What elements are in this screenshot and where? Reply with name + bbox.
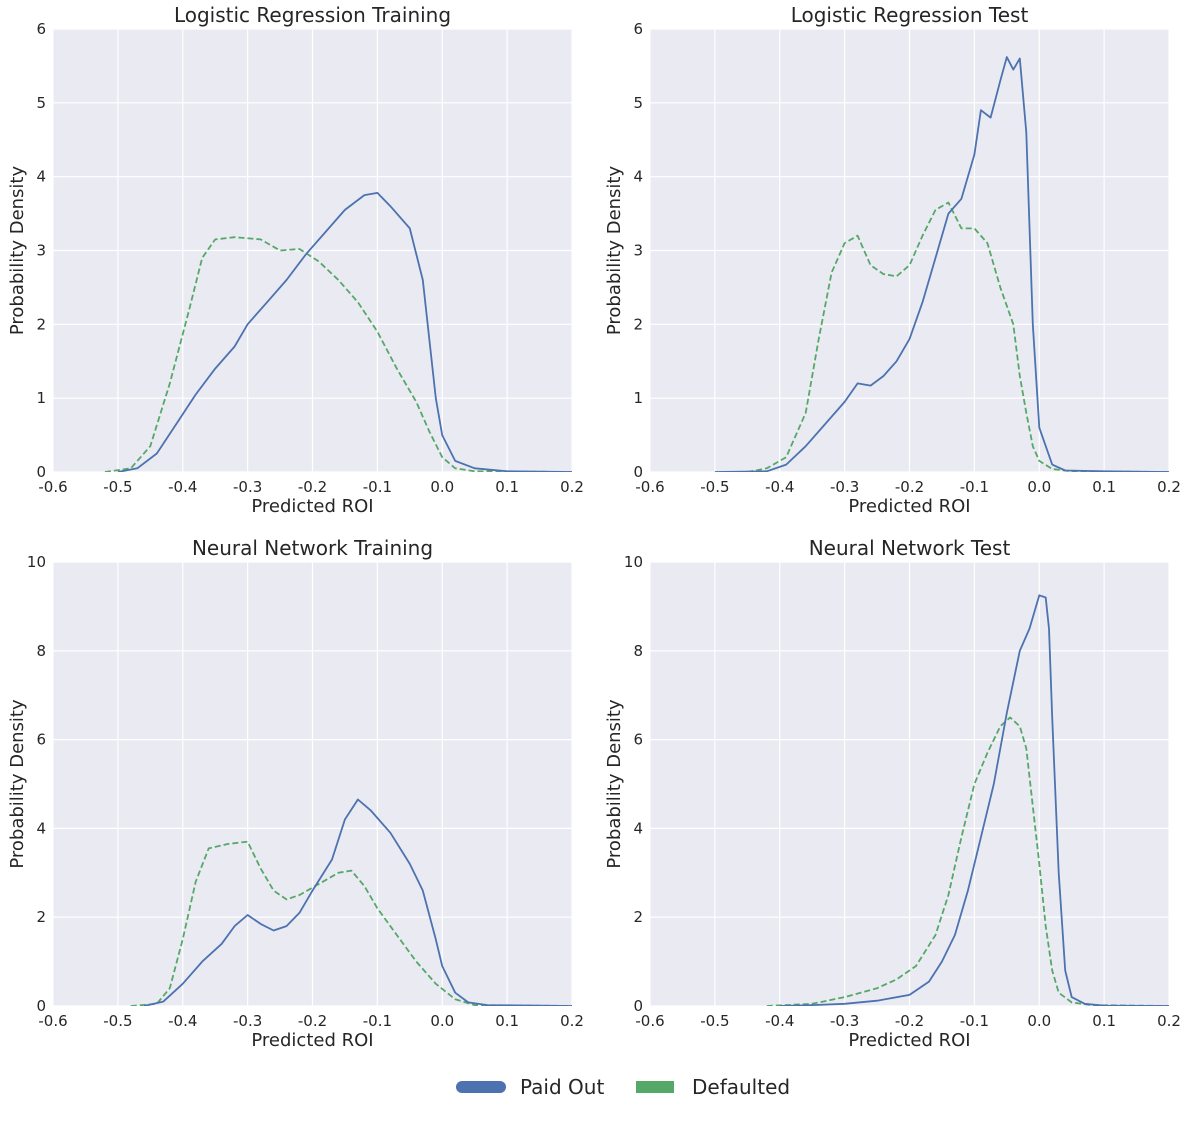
x-tick-label: 0.0 <box>430 478 454 496</box>
x-tick-label: -0.3 <box>830 478 859 496</box>
legend: Paid Out Defaulted <box>0 1072 1186 1102</box>
x-tick-label: 0.0 <box>1027 1012 1051 1030</box>
series-line-defaulted <box>747 201 1169 472</box>
y-tick-label: 1 <box>36 389 46 407</box>
series-line-paid-out <box>117 192 572 472</box>
x-tick-label: -0.3 <box>233 478 262 496</box>
y-tick-label: 4 <box>36 168 46 186</box>
y-tick-label: 0 <box>633 463 643 481</box>
legend-label-defaulted: Defaulted <box>692 1075 791 1099</box>
y-tick-label: 5 <box>633 94 643 112</box>
x-tick-label: -0.1 <box>960 478 989 496</box>
chart-title: Neural Network Test <box>809 536 1011 560</box>
x-tick-label: 0.1 <box>1092 478 1116 496</box>
y-tick-label: 10 <box>27 553 46 571</box>
panel-neural-network-training: -0.6 -0.5 -0.4 -0.3 -0.2 -0.1 0.0 0.1 0.2 0 2 4 6 8 10… <box>7 536 584 1051</box>
series-line-defaulted <box>104 236 572 472</box>
series-line-defaulted <box>130 840 572 1006</box>
chart-title: Logistic Regression Test <box>791 3 1029 27</box>
y-tick-label: 8 <box>633 642 643 660</box>
y-tick-label: 4 <box>633 168 643 186</box>
y-tick-label: 0 <box>633 997 643 1015</box>
x-tick-label: -0.2 <box>895 1012 924 1030</box>
y-axis-label: Probability Density <box>7 166 28 336</box>
x-tick-label: -0.4 <box>765 1012 794 1030</box>
x-tick-label: -0.1 <box>960 1012 989 1030</box>
y-tick-label: 1 <box>633 389 643 407</box>
y-tick-label: 6 <box>633 731 643 749</box>
y-tick-label: 0 <box>36 997 46 1015</box>
x-tick-label: 0.1 <box>495 478 519 496</box>
y-tick-label: 10 <box>624 553 643 571</box>
x-tick-label: -0.5 <box>103 1012 132 1030</box>
x-tick-label: 0.1 <box>1092 1012 1116 1030</box>
legend-item-defaulted: Defaulted <box>636 1072 790 1102</box>
x-tick-label: -0.5 <box>700 1012 729 1030</box>
x-tick-label: 0.1 <box>495 1012 519 1030</box>
x-tick-label: -0.4 <box>765 478 794 496</box>
x-tick-label: 0.0 <box>1027 478 1051 496</box>
y-tick-label: 6 <box>36 731 46 749</box>
x-tick-label: -0.2 <box>298 1012 327 1030</box>
x-tick-label: 0.2 <box>560 1012 584 1030</box>
y-tick-label: 5 <box>36 94 46 112</box>
x-tick-label: 0.2 <box>560 478 584 496</box>
legend-item-paid-out: Paid Out <box>456 1072 604 1102</box>
x-tick-label: -0.4 <box>168 478 197 496</box>
x-tick-label: 0.2 <box>1157 478 1181 496</box>
y-tick-label: 3 <box>36 242 46 260</box>
series-line-defaulted <box>766 716 1169 1006</box>
chart-title: Logistic Regression Training <box>174 3 451 27</box>
x-tick-label: -0.2 <box>895 478 924 496</box>
x-axis-label: Predicted ROI <box>251 1030 373 1051</box>
x-axis-label: Predicted ROI <box>848 496 970 517</box>
series-line-paid-out <box>779 594 1169 1006</box>
y-tick-label: 6 <box>633 20 643 38</box>
x-tick-label: -0.3 <box>830 1012 859 1030</box>
x-axis-label: Predicted ROI <box>251 496 373 517</box>
y-tick-label: 2 <box>633 315 643 333</box>
x-tick-label: -0.6 <box>38 478 67 496</box>
x-tick-label: -0.6 <box>38 1012 67 1030</box>
x-tick-label: -0.6 <box>635 1012 664 1030</box>
y-axis-label: Probability Density <box>604 166 625 336</box>
legend-swatch-paid-out <box>456 1081 506 1093</box>
series-line-paid-out <box>143 798 572 1006</box>
chart-title: Neural Network Training <box>192 536 433 560</box>
x-axis-label: Predicted ROI <box>848 1030 970 1051</box>
y-tick-label: 4 <box>633 819 643 837</box>
y-tick-label: 6 <box>36 20 46 38</box>
series-line-paid-out <box>714 56 1169 472</box>
y-tick-label: 2 <box>36 908 46 926</box>
y-tick-label: 2 <box>633 908 643 926</box>
x-tick-label: -0.6 <box>635 478 664 496</box>
y-axis-label: Probability Density <box>7 699 28 869</box>
x-tick-label: -0.1 <box>363 1012 392 1030</box>
x-tick-label: -0.2 <box>298 478 327 496</box>
x-tick-label: -0.5 <box>103 478 132 496</box>
y-tick-label: 2 <box>36 315 46 333</box>
x-tick-label: -0.1 <box>363 478 392 496</box>
y-tick-label: 3 <box>633 242 643 260</box>
panel-logistic-regression-test: -0.6 -0.5 -0.4 -0.3 -0.2 -0.1 0.0 0.1 0.2 0 1 2 3 4 5 6… <box>604 3 1181 517</box>
panel-neural-network-test: -0.6 -0.5 -0.4 -0.3 -0.2 -0.1 0.0 0.1 0.2 0 2 4 6 8 10… <box>604 536 1181 1051</box>
y-axis-label: Probability Density <box>604 699 625 869</box>
x-tick-label: 0.2 <box>1157 1012 1181 1030</box>
x-tick-label: 0.0 <box>430 1012 454 1030</box>
y-tick-label: 4 <box>36 819 46 837</box>
x-tick-label: -0.5 <box>700 478 729 496</box>
legend-label-paid-out: Paid Out <box>520 1075 605 1099</box>
x-tick-label: -0.3 <box>233 1012 262 1030</box>
panel-logistic-regression-training: -0.6 -0.5 -0.4 -0.3 -0.2 -0.1 0.0 0.1 0.2 0 1 2 3 4 5 6… <box>7 3 584 517</box>
x-tick-label: -0.4 <box>168 1012 197 1030</box>
legend-swatch-defaulted <box>636 1081 674 1093</box>
y-tick-label: 0 <box>36 463 46 481</box>
y-tick-label: 8 <box>36 642 46 660</box>
